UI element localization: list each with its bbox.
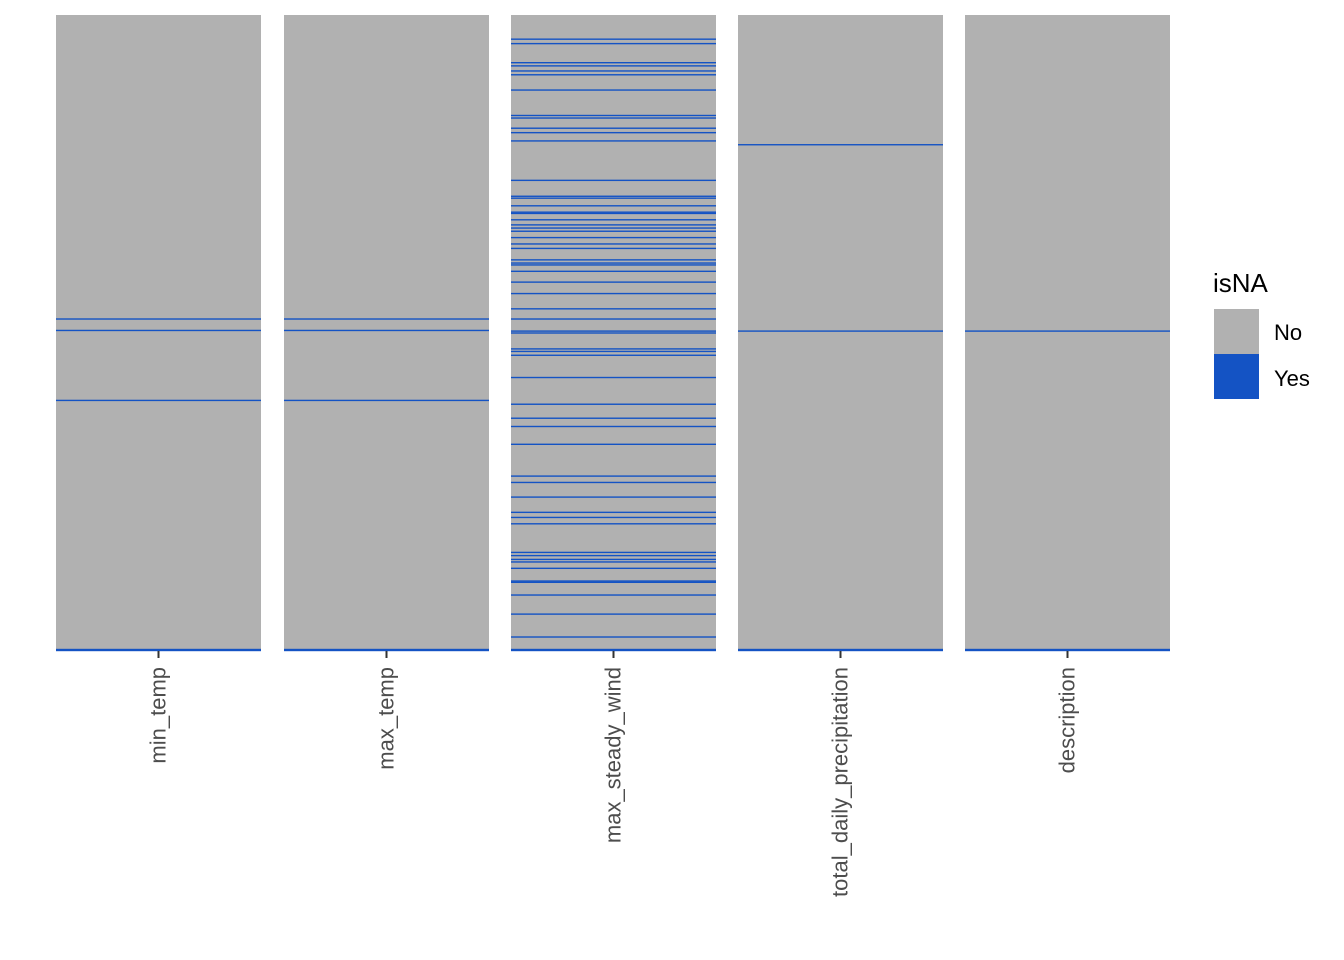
missing-row-max-steady-wind-3 (511, 65, 716, 67)
panels (56, 15, 1170, 652)
missing-row-max-steady-wind-36 (511, 350, 716, 353)
missing-row-max-steady-wind-13 (511, 195, 716, 197)
missing-row-max-steady-wind-53 (511, 567, 716, 570)
x-tick-label-min-temp: min_temp (146, 667, 171, 764)
missing-row-max-steady-wind-41 (511, 425, 716, 428)
missing-row-max-steady-wind-52 (511, 561, 716, 563)
missing-row-max-steady-wind-38 (511, 376, 716, 379)
missing-row-max-steady-wind-12 (511, 179, 716, 182)
x-tick-label-total-daily-precipitation: total_daily_precipitation (828, 667, 853, 897)
missing-row-max-steady-wind-42 (511, 443, 716, 445)
missing-row-min-temp-1 (56, 329, 261, 332)
legend-label-no: No (1274, 320, 1302, 345)
missing-row-max-steady-wind-50 (511, 554, 716, 557)
missing-row-max-steady-wind-8 (511, 117, 716, 119)
missing-row-min-temp-2 (56, 399, 261, 402)
missing-row-max-temp-3 (284, 648, 489, 652)
missing-row-max-steady-wind-9 (511, 127, 716, 129)
missing-row-max-steady-wind-18 (511, 219, 716, 221)
column-total-daily-precipitation (738, 15, 943, 651)
missing-row-max-steady-wind-58 (511, 636, 716, 638)
missing-row-max-temp-1 (284, 329, 489, 332)
missing-row-max-steady-wind-11 (511, 140, 716, 142)
x-tick-label-description: description (1055, 667, 1080, 773)
missing-row-max-steady-wind-6 (511, 89, 716, 91)
missing-row-max-steady-wind-7 (511, 114, 716, 117)
missing-row-max-steady-wind-1 (511, 42, 716, 45)
missing-row-total-daily-precipitation-2 (738, 648, 943, 652)
missing-row-total-daily-precipitation-0 (738, 144, 943, 146)
missing-row-max-steady-wind-26 (511, 262, 716, 264)
column-description (965, 15, 1170, 651)
missing-row-max-steady-wind-49 (511, 551, 716, 554)
legend-key-yes (1214, 354, 1259, 399)
missing-row-max-steady-wind-23 (511, 243, 716, 245)
legend-key-no (1214, 309, 1259, 354)
missing-row-max-steady-wind-40 (511, 417, 716, 419)
missing-row-max-steady-wind-29 (511, 281, 716, 283)
missing-row-max-steady-wind-47 (511, 516, 716, 519)
x-tick-label-max-steady-wind: max_steady_wind (601, 667, 626, 843)
missing-row-max-steady-wind-15 (511, 205, 716, 207)
missing-row-max-steady-wind-10 (511, 131, 716, 134)
missing-row-max-steady-wind-39 (511, 403, 716, 405)
missing-row-description-1 (965, 648, 1170, 652)
missing-row-max-temp-0 (284, 318, 489, 320)
missing-row-max-steady-wind-25 (511, 259, 716, 261)
missing-row-max-steady-wind-4 (511, 70, 716, 72)
x-tick-label-max-temp: max_temp (374, 667, 399, 770)
missing-row-max-steady-wind-22 (511, 236, 716, 239)
missing-row-max-steady-wind-28 (511, 270, 716, 273)
column-min-temp (56, 15, 261, 651)
column-max-temp (284, 15, 489, 651)
legend-title: isNA (1213, 268, 1269, 298)
missing-row-max-steady-wind-33 (511, 330, 716, 332)
missing-row-max-steady-wind-0 (511, 38, 716, 40)
legend-label-yes: Yes (1274, 366, 1310, 391)
missing-row-max-steady-wind-43 (511, 475, 716, 477)
missing-row-max-steady-wind-24 (511, 247, 716, 250)
missing-row-max-steady-wind-31 (511, 308, 716, 310)
missing-row-max-steady-wind-45 (511, 496, 716, 498)
missing-row-max-steady-wind-48 (511, 523, 716, 525)
missing-row-max-steady-wind-30 (511, 292, 716, 295)
x-axis: min_temp max_temp max_steady_wind total_dai… (146, 651, 1080, 897)
missing-row-min-temp-3 (56, 648, 261, 652)
missing-row-max-steady-wind-21 (511, 230, 716, 232)
missing-row-max-steady-wind-54 (511, 580, 716, 582)
missing-row-max-steady-wind-17 (511, 212, 716, 215)
missing-row-max-steady-wind-32 (511, 318, 716, 320)
missing-row-min-temp-0 (56, 318, 261, 320)
missing-row-max-steady-wind-37 (511, 354, 716, 356)
missing-row-max-steady-wind-57 (511, 613, 716, 615)
missing-row-max-steady-wind-19 (511, 224, 716, 226)
missing-row-max-steady-wind-56 (511, 594, 716, 596)
missing-row-max-steady-wind-44 (511, 481, 716, 484)
missing-row-total-daily-precipitation-1 (738, 330, 943, 332)
legend: isNA No Yes (1213, 268, 1310, 399)
missing-row-max-steady-wind-55 (511, 581, 716, 584)
missing-row-max-steady-wind-34 (511, 332, 716, 334)
missing-row-max-steady-wind-27 (511, 264, 716, 266)
missing-row-max-steady-wind-35 (511, 348, 716, 350)
missing-row-description-0 (965, 330, 1170, 332)
missing-row-max-steady-wind-5 (511, 74, 716, 76)
missing-row-max-steady-wind-14 (511, 197, 716, 199)
missing-row-max-steady-wind-51 (511, 558, 716, 561)
missing-row-max-steady-wind-46 (511, 511, 716, 514)
missing-row-max-steady-wind-20 (511, 227, 716, 229)
missing-row-max-steady-wind-16 (511, 211, 716, 213)
missing-row-max-steady-wind-60 (511, 648, 716, 652)
missing-row-max-steady-wind-2 (511, 62, 716, 64)
missing-row-max-temp-2 (284, 399, 489, 402)
